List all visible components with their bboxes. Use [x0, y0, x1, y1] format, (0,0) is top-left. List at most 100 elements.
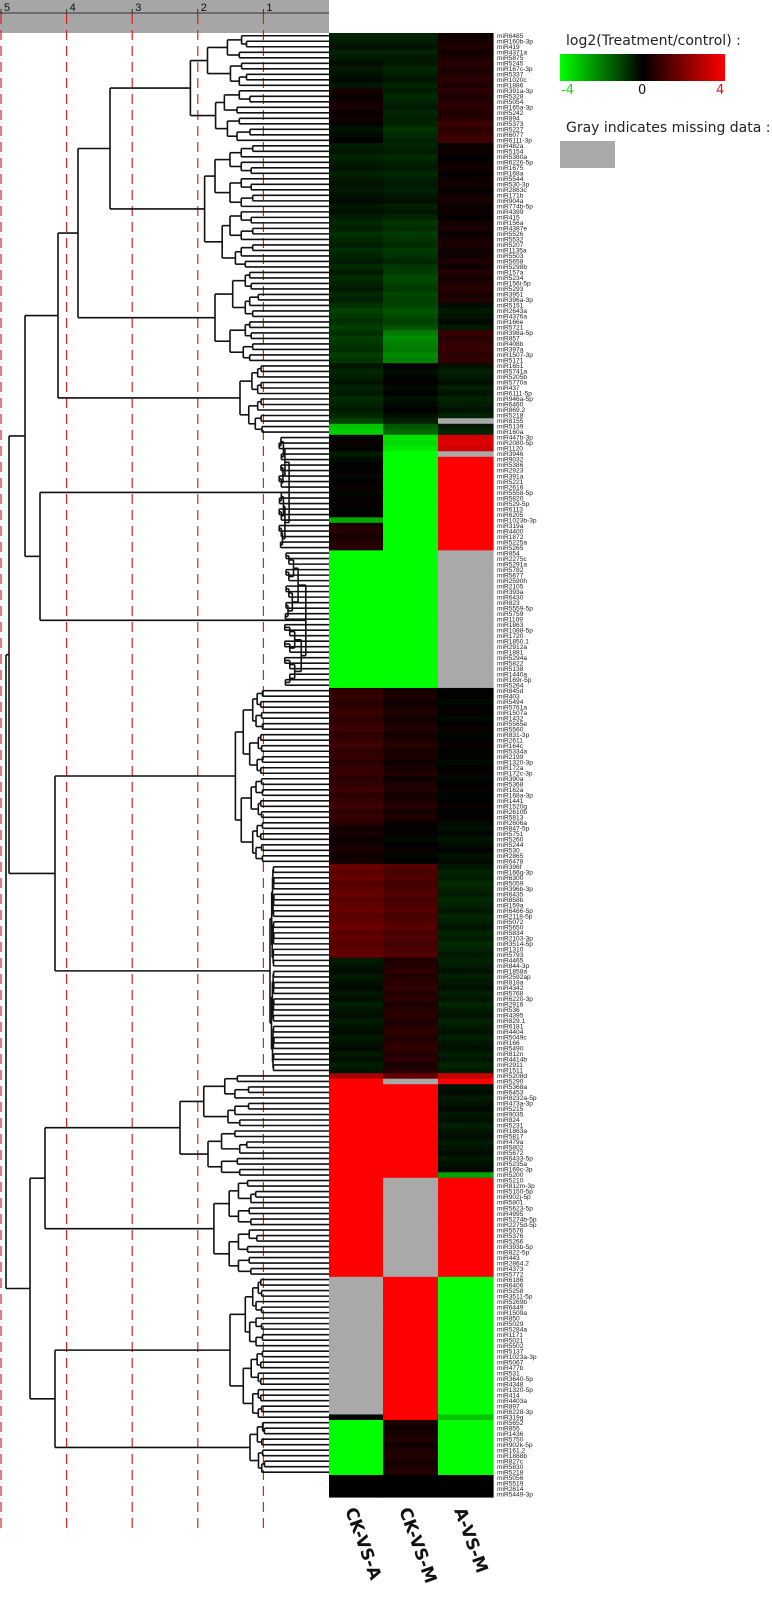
- heatmap-cell: [383, 665, 439, 673]
- row-label: miR169c-3p: [497, 1167, 533, 1174]
- heatmap-cell: [438, 555, 494, 562]
- heatmap-cell: [383, 335, 439, 342]
- heatmap-cell: [438, 247, 494, 254]
- heatmap-cell: [438, 1293, 494, 1300]
- heatmap-cell: [438, 115, 494, 122]
- heatmap-cell: [329, 1458, 385, 1465]
- heatmap-cell: [383, 363, 439, 370]
- row-label: miR854: [497, 550, 520, 557]
- heatmap-cell: [438, 1084, 494, 1091]
- heatmap-cell: [438, 1491, 494, 1498]
- heatmap-cell: [383, 1392, 439, 1399]
- heatmap-cell: [438, 379, 494, 386]
- row-label: miR5503: [497, 253, 524, 260]
- row-label: miR5519: [497, 1480, 524, 1487]
- row-label: miR5215: [497, 1106, 524, 1113]
- heatmap-cell: [329, 511, 385, 518]
- heatmap-cell: [329, 1436, 385, 1443]
- row-label: miR844-3p: [497, 963, 530, 970]
- heatmap-cell: [438, 319, 494, 326]
- heatmap-cells: [329, 33, 494, 1498]
- row-label: miR5258: [497, 1288, 524, 1295]
- heatmap-cell: [329, 154, 385, 161]
- heatmap-cell: [329, 1386, 385, 1394]
- row-label: miR3640-5p: [497, 1376, 533, 1383]
- heatmap-cell: [329, 616, 385, 623]
- heatmap-cell: [329, 1106, 385, 1113]
- heatmap-cell: [329, 594, 385, 601]
- heatmap-cell: [383, 1045, 439, 1052]
- heatmap-cell: [438, 1139, 494, 1146]
- row-label: miR160b-3p: [497, 38, 533, 45]
- heatmap-cell: [383, 1243, 439, 1250]
- heatmap-cell: [329, 286, 385, 293]
- heatmap-cell: [383, 1073, 439, 1080]
- heatmap-cell: [438, 968, 494, 975]
- row-label: miR1863: [497, 622, 524, 629]
- row-label: miR530-3p: [497, 182, 530, 189]
- heatmap-cell: [383, 473, 439, 480]
- heatmap-cell: [438, 346, 494, 353]
- heatmap-cell: [329, 1150, 385, 1157]
- heatmap-cell: [329, 765, 385, 772]
- heatmap-cell: [329, 77, 385, 84]
- legend-title: log2(Treatment/control) :: [566, 33, 741, 49]
- heatmap-cell: [383, 484, 439, 491]
- scale-tick-label: 2: [201, 2, 207, 14]
- heatmap-cell: [438, 412, 494, 419]
- heatmap-cell: [329, 1381, 385, 1388]
- row-label: miR5290: [497, 1079, 524, 1086]
- row-label: miR5245: [497, 60, 524, 67]
- row-label: miR5231: [497, 1123, 524, 1130]
- heatmap-cell: [383, 737, 439, 744]
- heatmap-cell: [383, 627, 439, 634]
- heatmap-cell: [329, 1056, 385, 1063]
- heatmap-cell: [383, 379, 439, 386]
- heatmap-cell: [383, 1298, 439, 1305]
- heatmap-cell: [438, 693, 494, 700]
- heatmap-cell: [438, 792, 494, 799]
- heatmap-cell: [329, 985, 385, 992]
- row-label: miR529-5p: [497, 501, 530, 508]
- heatmap-cell: [329, 148, 385, 155]
- heatmap-cell: [438, 1172, 494, 1179]
- heatmap-cell: [438, 1106, 494, 1113]
- heatmap-cell: [329, 968, 385, 975]
- heatmap-cell: [383, 550, 439, 557]
- heatmap-cell: [438, 1260, 494, 1267]
- heatmap-cell: [383, 1155, 439, 1162]
- heatmap-cell: [383, 1012, 439, 1019]
- heatmap-cell: [383, 291, 439, 298]
- heatmap-cell: [438, 610, 494, 617]
- row-label: miR5782: [497, 567, 524, 574]
- heatmap-cell: [383, 891, 439, 898]
- distance-guides: [0, 14, 264, 1530]
- row-label: miR2923: [497, 468, 524, 475]
- heatmap-cell: [438, 561, 494, 568]
- heatmap-cell: [329, 974, 385, 981]
- row-label: miR5234: [497, 275, 524, 282]
- heatmap-cell: [438, 77, 494, 84]
- row-label: miR5265: [497, 545, 524, 552]
- row-label: miR1320-3p: [497, 759, 533, 766]
- heatmap-cell: [383, 1128, 439, 1135]
- row-label: miR172a: [497, 765, 524, 772]
- heatmap-cell: [383, 968, 439, 975]
- heatmap-cell: [329, 847, 385, 854]
- heatmap-cell: [329, 588, 385, 595]
- row-label: miR5373: [497, 121, 524, 128]
- row-label: miR1507-3p: [497, 352, 533, 359]
- row-label: miR4403a: [497, 1398, 527, 1405]
- heatmap-cell: [329, 49, 385, 56]
- heatmap-cell: [329, 665, 385, 673]
- heatmap-cell: [438, 528, 494, 535]
- heatmap-cell: [438, 687, 494, 695]
- heatmap-cell: [383, 572, 439, 579]
- heatmap-cell: [329, 1392, 385, 1399]
- heatmap-cell: [383, 77, 439, 84]
- heatmap-cell: [383, 500, 439, 507]
- row-label: miR5205b: [497, 374, 527, 381]
- heatmap-cell: [438, 709, 494, 717]
- heatmap-cell: [383, 55, 439, 62]
- heatmap-cell: [438, 495, 494, 502]
